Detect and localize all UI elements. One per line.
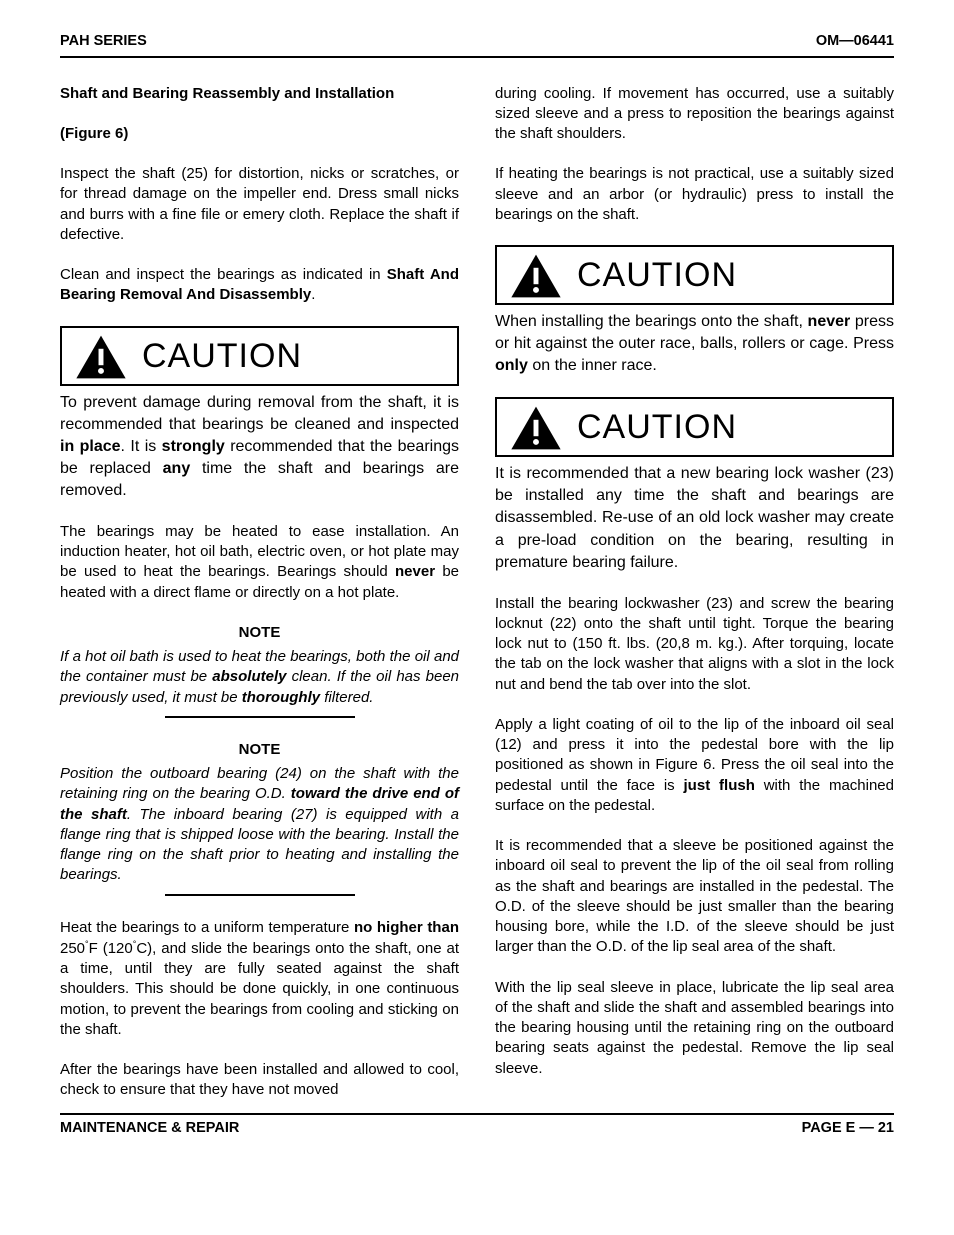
footer-left: MAINTENANCE & REPAIR bbox=[60, 1119, 239, 1139]
caution-label: CAUTION bbox=[142, 334, 302, 380]
right-column: during cooling. If movement has occurred… bbox=[495, 84, 894, 1101]
note-rule bbox=[165, 894, 355, 896]
caution-box: CAUTION bbox=[60, 326, 459, 386]
paragraph: The bearings may be heated to ease insta… bbox=[60, 522, 459, 603]
figure-reference: (Figure 6) bbox=[60, 124, 459, 144]
warning-icon bbox=[509, 405, 563, 451]
header-left: PAH SERIES bbox=[60, 32, 147, 52]
paragraph: Heat the bearings to a uniform temperatu… bbox=[60, 918, 459, 1041]
caution-box: CAUTION bbox=[495, 245, 894, 305]
note-heading: NOTE bbox=[60, 623, 459, 643]
paragraph: If heating the bearings is not practical… bbox=[495, 164, 894, 225]
caution-box: CAUTION bbox=[495, 397, 894, 457]
warning-icon bbox=[509, 253, 563, 299]
note-body: If a hot oil bath is used to heat the be… bbox=[60, 647, 459, 708]
section-title: Shaft and Bearing Reassembly and Install… bbox=[60, 84, 459, 104]
paragraph: It is recommended that a sleeve be posit… bbox=[495, 836, 894, 958]
caution-label: CAUTION bbox=[577, 405, 737, 451]
page-header: PAH SERIES OM—06441 bbox=[60, 32, 894, 58]
content-columns: Shaft and Bearing Reassembly and Install… bbox=[60, 84, 894, 1101]
footer-right: PAGE E — 21 bbox=[802, 1119, 894, 1139]
paragraph: Inspect the shaft (25) for distortion, n… bbox=[60, 164, 459, 245]
paragraph: during cooling. If movement has occurred… bbox=[495, 84, 894, 145]
caution-text: It is recommended that a new bearing loc… bbox=[495, 463, 894, 573]
header-right: OM—06441 bbox=[816, 32, 894, 52]
paragraph: Clean and inspect the bearings as indica… bbox=[60, 265, 459, 306]
left-column: Shaft and Bearing Reassembly and Install… bbox=[60, 84, 459, 1101]
warning-icon bbox=[74, 334, 128, 380]
paragraph: After the bearings have been installed a… bbox=[60, 1060, 459, 1101]
note-heading: NOTE bbox=[60, 740, 459, 760]
caution-text: When installing the bearings onto the sh… bbox=[495, 311, 894, 377]
paragraph: Install the bearing lockwasher (23) and … bbox=[495, 594, 894, 695]
caution-text: To prevent damage during removal from th… bbox=[60, 392, 459, 502]
caution-label: CAUTION bbox=[577, 253, 737, 299]
paragraph: Apply a light coating of oil to the lip … bbox=[495, 715, 894, 816]
note-body: Position the outboard bearing (24) on th… bbox=[60, 764, 459, 886]
page-footer: MAINTENANCE & REPAIR PAGE E — 21 bbox=[60, 1113, 894, 1139]
note-rule bbox=[165, 716, 355, 718]
paragraph: With the lip seal sleeve in place, lubri… bbox=[495, 978, 894, 1079]
